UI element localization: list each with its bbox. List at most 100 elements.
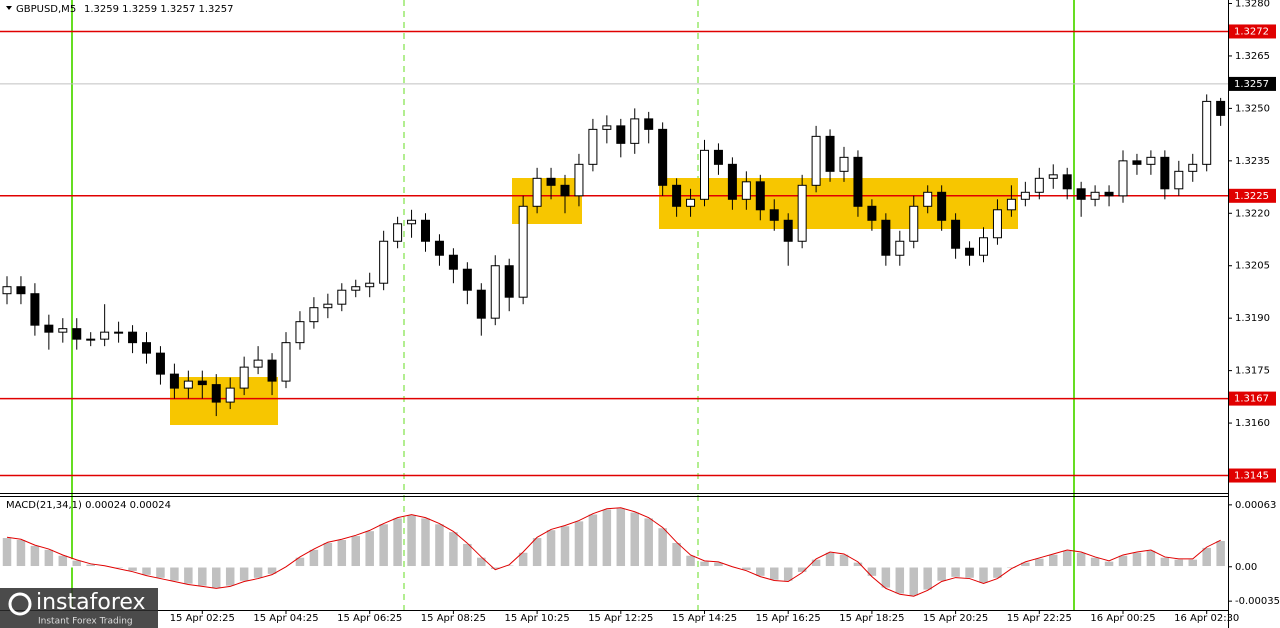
candle-body xyxy=(407,219,417,225)
y-tick-label: 1.3265 xyxy=(1235,51,1270,62)
histogram-bar xyxy=(1047,553,1059,568)
candle-body xyxy=(532,177,542,207)
candle-body xyxy=(783,219,793,242)
x-tick-label: 15 Apr 20:25 xyxy=(923,613,988,624)
histogram-bar xyxy=(573,519,585,568)
x-tick-label: 15 Apr 18:25 xyxy=(839,613,904,624)
candle-body xyxy=(923,191,933,207)
histogram-bar xyxy=(768,566,780,582)
candle-body xyxy=(462,268,472,291)
x-tick-label: 16 Apr 02:30 xyxy=(1174,613,1239,624)
candle-body xyxy=(574,163,584,197)
candle-body xyxy=(755,181,765,211)
candle-body xyxy=(351,286,361,291)
y-tick-label: 0.00 xyxy=(1235,562,1257,573)
candle-body xyxy=(504,265,514,298)
histogram-bar xyxy=(391,516,404,568)
histogram-bar xyxy=(1173,558,1185,568)
candle-body xyxy=(393,223,403,242)
candle-body xyxy=(518,205,528,298)
histogram-bar xyxy=(433,522,446,568)
x-tick-label: 15 Apr 08:25 xyxy=(421,613,486,624)
candle-body xyxy=(546,177,556,186)
candle-body xyxy=(44,324,54,333)
candle-body xyxy=(434,240,444,256)
candle-body xyxy=(1076,188,1086,200)
level-label-box xyxy=(1229,188,1276,203)
histogram-bar xyxy=(698,560,711,568)
signal-line xyxy=(6,507,1221,597)
logo-tagline: Instant Forex Trading xyxy=(38,617,133,627)
candle-body xyxy=(239,366,249,389)
candle-body xyxy=(309,307,319,323)
histogram-bar xyxy=(1145,549,1157,568)
histogram-bar xyxy=(545,528,557,568)
candle-body xyxy=(630,118,640,144)
candle-body xyxy=(197,380,207,386)
candle-body xyxy=(379,240,389,284)
histogram-bar xyxy=(308,548,320,568)
histogram-bar xyxy=(15,538,27,568)
candle-body xyxy=(867,205,877,221)
histogram-bar xyxy=(991,566,1004,580)
histogram-bar xyxy=(1159,556,1171,568)
histogram-bar xyxy=(210,566,222,590)
histogram-bar xyxy=(1,536,13,568)
candle-body xyxy=(727,163,737,200)
candle-body xyxy=(72,328,82,340)
candle-body xyxy=(1146,156,1156,165)
histogram-bar xyxy=(43,548,55,568)
y-tick-label: 1.3160 xyxy=(1235,418,1270,429)
candle-body xyxy=(225,387,235,403)
candle-body xyxy=(30,293,40,326)
level-label: 1.3225 xyxy=(1234,191,1269,202)
candle-body xyxy=(365,282,375,288)
y-tick-label: 1.3280 xyxy=(1235,0,1270,9)
candle-body xyxy=(476,289,486,319)
level-label: 1.3272 xyxy=(1234,26,1269,37)
histogram-bar xyxy=(182,566,195,586)
y-tick-label: 1.3220 xyxy=(1235,208,1270,219)
histogram-bar xyxy=(615,507,627,568)
histogram-bar xyxy=(405,513,418,568)
histogram-bar xyxy=(252,566,264,580)
candle-body xyxy=(183,380,193,389)
histogram-bar xyxy=(601,508,613,568)
candle-body xyxy=(253,359,263,368)
histogram-bar xyxy=(29,544,41,568)
candle-body xyxy=(1006,198,1016,211)
x-tick-label: 15 Apr 02:25 xyxy=(170,613,235,624)
candle-body xyxy=(700,149,709,200)
candle-body xyxy=(881,219,891,256)
histogram-bar xyxy=(517,551,529,568)
histogram-bar xyxy=(336,538,348,568)
candle-body xyxy=(337,289,347,305)
candle-body xyxy=(1174,170,1184,190)
candle-body xyxy=(672,184,682,207)
histogram-bar xyxy=(894,566,906,596)
candle-body xyxy=(1188,163,1198,172)
candle-body xyxy=(2,286,12,295)
candle-body xyxy=(602,125,612,130)
logo-name: instaforex xyxy=(36,590,146,615)
level-label-box xyxy=(1229,391,1276,406)
histogram-bar xyxy=(266,566,278,576)
candle-body xyxy=(713,149,723,165)
candle-body xyxy=(937,191,947,221)
candle-body xyxy=(1118,160,1128,197)
x-tick-label: 15 Apr 12:25 xyxy=(588,613,653,624)
candle-body xyxy=(588,128,598,165)
candle-body xyxy=(155,352,165,375)
candle-body xyxy=(1132,160,1142,165)
chart-title: GBPUSD,M5 xyxy=(16,4,76,15)
menu-arrow xyxy=(6,6,12,10)
histogram-bar xyxy=(935,566,948,583)
last-price-label: 1.3257 xyxy=(1234,79,1269,90)
x-tick-label: 15 Apr 16:25 xyxy=(756,613,821,624)
candle-body xyxy=(909,205,919,242)
candle-body xyxy=(951,219,961,249)
histogram-bar xyxy=(949,566,962,579)
candle-body xyxy=(853,156,863,207)
x-tick-label: 16 Apr 00:25 xyxy=(1090,613,1155,624)
